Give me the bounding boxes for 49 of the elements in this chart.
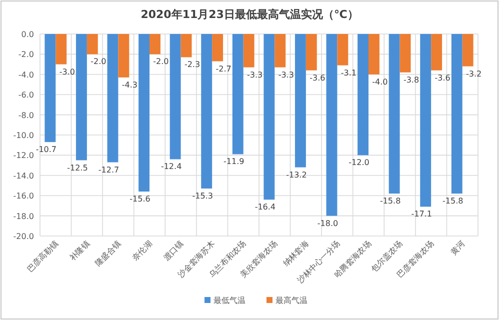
data-label: -15.6 [130, 194, 150, 204]
x-tick-label: 补隆镇 [68, 239, 92, 262]
data-label: -10.7 [36, 145, 57, 154]
y-tick-label: -12.0 [13, 151, 34, 160]
data-label: -4.3 [122, 80, 138, 90]
data-label: -12.5 [67, 163, 88, 172]
data-label: -15.3 [192, 192, 213, 201]
data-label: -3.2 [466, 69, 482, 78]
x-tick-label: 奈伦湖 [130, 239, 154, 262]
y-tick-label: -4.0 [18, 70, 34, 80]
data-label: -2.0 [90, 57, 106, 66]
y-tick-label: 0.0 [21, 30, 34, 39]
data-label: -3.6 [434, 73, 450, 82]
data-label: -4.0 [372, 77, 388, 86]
y-tick-label: -14.0 [13, 171, 34, 180]
data-label: -12.4 [160, 162, 182, 172]
data-label: -3.3 [247, 70, 263, 80]
y-tick-label: -10.0 [13, 131, 34, 140]
data-label: -15.8 [442, 196, 464, 206]
data-label: -11.9 [224, 157, 244, 166]
chart-title: 2020年11月23日最低最高气温实况（℃） [140, 8, 358, 21]
data-label: -12.0 [348, 158, 370, 168]
legend-label: 最低气温 [214, 296, 246, 305]
y-tick-label: -2.0 [18, 50, 34, 60]
y-tick-label: -8.0 [18, 110, 34, 120]
data-label: -3.3 [278, 70, 294, 80]
y-tick-label: -20.0 [13, 232, 34, 241]
data-label: -3.8 [403, 75, 420, 84]
x-tick-label: 隆盛合镇 [94, 239, 123, 268]
x-tick-label: 巴彦高勒镇 [25, 239, 60, 274]
legend-label: 最高气温 [276, 296, 308, 305]
data-label: -15.8 [380, 196, 401, 206]
data-label: -13.2 [286, 170, 307, 180]
data-label: -2.3 [184, 60, 200, 70]
data-label: -3.6 [310, 73, 326, 82]
y-tick-label: -6.0 [18, 90, 34, 100]
data-label: -2.0 [153, 57, 169, 66]
data-label: -3.0 [59, 67, 75, 76]
data-label: -12.7 [98, 165, 120, 174]
y-tick-label: -16.0 [13, 192, 34, 201]
x-tick-label: 渡口镇 [162, 239, 186, 262]
x-tick-label: 纳林套海 [281, 239, 310, 268]
data-label: -2.7 [216, 64, 232, 74]
y-tick-label: -18.0 [13, 212, 34, 221]
data-label: -17.1 [411, 210, 432, 219]
x-tick-label: 黄河 [449, 239, 467, 257]
data-label: -16.4 [254, 202, 276, 212]
data-label: -3.1 [340, 68, 356, 78]
data-label: -18.0 [317, 218, 338, 228]
